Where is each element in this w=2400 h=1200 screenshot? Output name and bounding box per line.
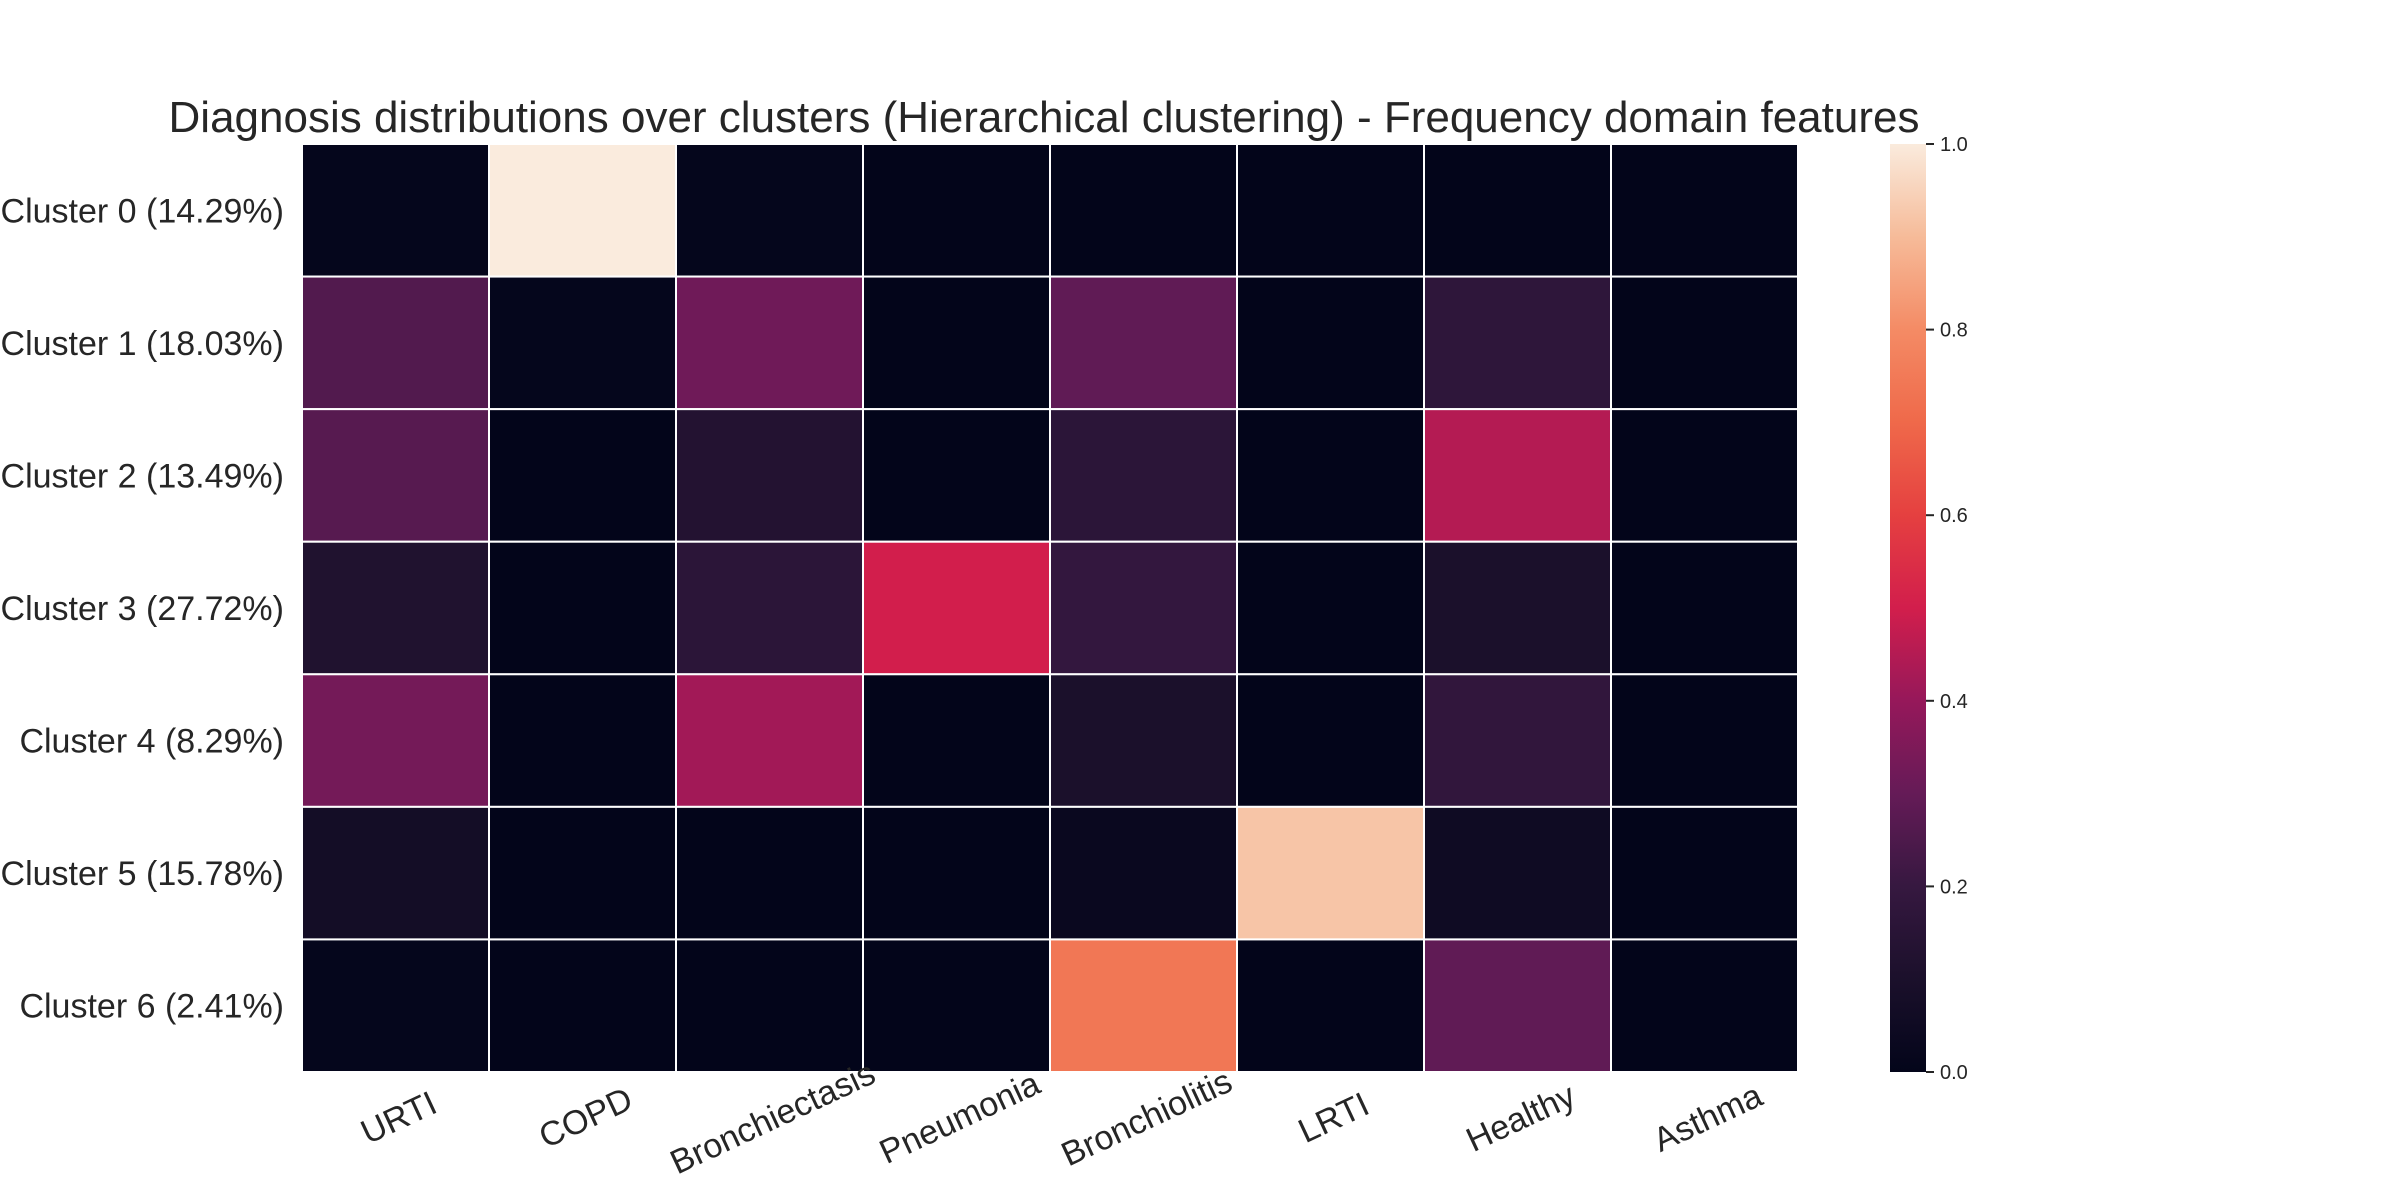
y-tick-label: Cluster 6 (2.41%): [19, 988, 284, 1026]
colorbar: [1890, 144, 1926, 1072]
heatmap-cell: [1610, 275, 1799, 411]
heatmap-cells: [301, 143, 1799, 1074]
colorbar-tick-label: 0.4: [1940, 691, 1968, 713]
y-tick-label: Cluster 0 (14.29%): [1, 192, 284, 230]
heatmap-cell: [1236, 275, 1425, 411]
heatmap-cell: [862, 540, 1051, 676]
x-tick-label: Bronchiolitis: [1056, 1062, 1238, 1174]
heatmap-cell: [301, 938, 490, 1074]
y-tick-label: Cluster 4 (8.29%): [19, 723, 284, 761]
heatmap-cell: [1049, 805, 1238, 941]
heatmap-cell: [1610, 805, 1799, 941]
heatmap-cell: [862, 938, 1051, 1074]
y-tick-label: Cluster 3 (27.72%): [1, 590, 284, 628]
heatmap-cell: [862, 275, 1051, 411]
heatmap-cell: [1610, 143, 1799, 278]
heatmap-cell: [488, 673, 677, 808]
heatmap-cell: [1610, 540, 1799, 676]
heatmap-cell: [862, 143, 1051, 278]
heatmap-cell: [675, 938, 864, 1074]
x-tick-label: COPD: [533, 1080, 638, 1156]
heatmap-cell: [301, 408, 490, 543]
heatmap-cell: [862, 673, 1051, 808]
x-tick-label: Bronchiectasis: [665, 1054, 881, 1182]
heatmap-cell: [1236, 673, 1425, 808]
colorbar-ticks: 0.0 0.2 0.4 0.6 0.8 1.0: [1926, 134, 1968, 1084]
colorbar-tick-label: 0.6: [1940, 505, 1968, 527]
heatmap-cell: [1423, 408, 1612, 543]
heatmap-cell: [301, 673, 490, 808]
heatmap-cell: [1049, 143, 1238, 278]
heatmap-cell: [1423, 673, 1612, 808]
heatmap-cell: [1610, 673, 1799, 808]
heatmap-cell: [1049, 275, 1238, 411]
heatmap-cell: [675, 805, 864, 941]
x-tick-label: LRTI: [1293, 1085, 1375, 1150]
heatmap-cell: [1236, 540, 1425, 676]
heatmap-cell: [1423, 805, 1612, 941]
heatmap-cell: [862, 805, 1051, 941]
heatmap-cell: [301, 540, 490, 676]
heatmap-cell: [1236, 938, 1425, 1074]
chart-title: Diagnosis distributions over clusters (H…: [169, 93, 1920, 142]
heatmap-cell: [1049, 938, 1238, 1074]
heatmap-cell: [675, 540, 864, 676]
heatmap-cell: [675, 143, 864, 278]
heatmap-cell: [1049, 673, 1238, 808]
y-axis-tick-labels: Cluster 0 (14.29%) Cluster 1 (18.03%) Clus…: [1, 192, 284, 1025]
x-tick-label: Healthy: [1461, 1076, 1582, 1159]
y-tick-label: Cluster 2 (13.49%): [1, 457, 284, 495]
heatmap-cell: [488, 408, 677, 543]
heatmap-cell: [1423, 143, 1612, 278]
heatmap-cell: [862, 408, 1051, 543]
heatmap-cell: [301, 143, 490, 278]
colorbar-tick-label: 1.0: [1940, 134, 1968, 156]
heatmap-cell: [1236, 805, 1425, 941]
heatmap-cell: [1049, 408, 1238, 543]
colorbar-tick-label: 0.2: [1940, 876, 1968, 898]
heatmap-cell: [488, 143, 677, 278]
heatmap-cell: [1236, 408, 1425, 543]
heatmap-cell: [488, 275, 677, 411]
colorbar-tick-label: 0.8: [1940, 320, 1968, 342]
heatmap-cell: [675, 673, 864, 808]
y-tick-label: Cluster 1 (18.03%): [1, 325, 284, 363]
heatmap-cell: [1236, 143, 1425, 278]
heatmap-cell: [675, 275, 864, 411]
heatmap-cell: [488, 805, 677, 941]
heatmap-cell: [1610, 408, 1799, 543]
x-tick-label: Asthma: [1648, 1076, 1769, 1159]
heatmap-cell: [488, 938, 677, 1074]
y-tick-label: Cluster 5 (15.78%): [1, 855, 284, 893]
heatmap-cell: [488, 540, 677, 676]
heatmap-cell: [301, 275, 490, 411]
heatmap-cell: [301, 805, 490, 941]
heatmap-cell: [1049, 540, 1238, 676]
colorbar-tick-label: 0.0: [1940, 1062, 1968, 1084]
x-tick-label: Pneumonia: [874, 1064, 1046, 1171]
heatmap-cell: [1423, 275, 1612, 411]
heatmap-cell: [1423, 540, 1612, 676]
heatmap-cell: [1610, 938, 1799, 1074]
x-tick-label: URTI: [355, 1084, 442, 1152]
heatmap-cell: [675, 408, 864, 543]
heatmap-cell: [1423, 938, 1612, 1074]
